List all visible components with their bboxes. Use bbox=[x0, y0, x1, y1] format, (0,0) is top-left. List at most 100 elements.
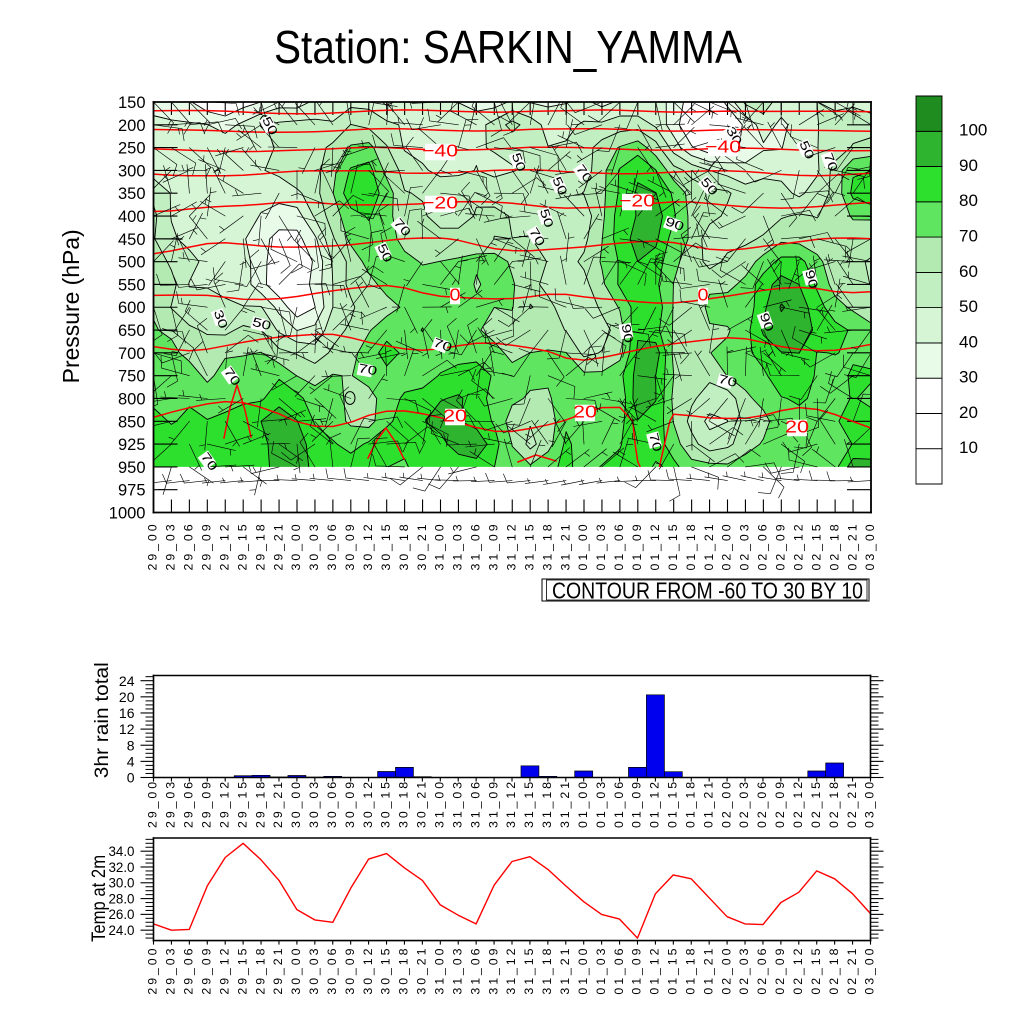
svg-text:31_18: 31_18 bbox=[540, 779, 554, 828]
svg-text:31_03: 31_03 bbox=[451, 522, 465, 571]
svg-text:01_00: 01_00 bbox=[576, 522, 590, 571]
svg-text:02_03: 02_03 bbox=[737, 779, 751, 828]
svg-text:90: 90 bbox=[959, 156, 978, 175]
svg-text:02_09: 02_09 bbox=[773, 779, 787, 828]
svg-text:400: 400 bbox=[118, 208, 146, 226]
svg-text:0: 0 bbox=[450, 285, 461, 305]
svg-text:650: 650 bbox=[118, 322, 146, 340]
svg-text:01_12: 01_12 bbox=[648, 779, 662, 828]
svg-text:30_12: 30_12 bbox=[361, 779, 375, 828]
svg-text:50: 50 bbox=[537, 207, 556, 229]
svg-text:30_06: 30_06 bbox=[325, 779, 339, 828]
svg-text:30_03: 30_03 bbox=[307, 522, 321, 571]
svg-text:925: 925 bbox=[118, 436, 146, 454]
svg-text:01_03: 01_03 bbox=[594, 779, 608, 828]
svg-text:10: 10 bbox=[959, 438, 978, 457]
svg-text:02_09: 02_09 bbox=[774, 522, 788, 571]
svg-text:4: 4 bbox=[127, 753, 135, 769]
svg-text:30.0: 30.0 bbox=[108, 876, 134, 891]
svg-text:31_12: 31_12 bbox=[504, 779, 518, 828]
svg-text:29_06: 29_06 bbox=[182, 779, 196, 828]
svg-text:29_15: 29_15 bbox=[235, 946, 249, 995]
svg-text:02_15: 02_15 bbox=[809, 522, 823, 571]
svg-text:02_00: 02_00 bbox=[719, 779, 733, 828]
svg-text:34.0: 34.0 bbox=[108, 844, 134, 859]
svg-text:01_03: 01_03 bbox=[594, 522, 608, 571]
svg-text:01_21: 01_21 bbox=[701, 779, 715, 828]
svg-text:600: 600 bbox=[118, 299, 146, 317]
svg-text:29_12: 29_12 bbox=[217, 522, 231, 571]
svg-text:02_18: 02_18 bbox=[827, 779, 841, 828]
svg-text:02_09: 02_09 bbox=[773, 946, 787, 995]
svg-text:02_06: 02_06 bbox=[755, 779, 769, 828]
svg-text:03_00: 03_00 bbox=[863, 946, 877, 995]
svg-text:31_06: 31_06 bbox=[468, 779, 482, 828]
svg-text:01_12: 01_12 bbox=[648, 522, 662, 571]
svg-text:29_18: 29_18 bbox=[253, 946, 267, 995]
svg-text:31_09: 31_09 bbox=[487, 522, 501, 571]
svg-text:30: 30 bbox=[211, 308, 231, 331]
svg-text:80: 80 bbox=[959, 191, 978, 210]
svg-text:31_00: 31_00 bbox=[433, 522, 447, 571]
svg-text:150: 150 bbox=[118, 94, 146, 112]
svg-text:02_03: 02_03 bbox=[737, 946, 751, 995]
svg-text:500: 500 bbox=[118, 254, 146, 272]
svg-text:200: 200 bbox=[118, 117, 146, 135]
svg-text:31_00: 31_00 bbox=[433, 779, 447, 828]
svg-text:31_15: 31_15 bbox=[522, 779, 536, 828]
svg-text:31_21: 31_21 bbox=[558, 946, 572, 995]
svg-text:30: 30 bbox=[959, 368, 978, 387]
svg-text:50: 50 bbox=[509, 151, 529, 174]
svg-text:29_06: 29_06 bbox=[182, 946, 196, 995]
svg-text:31_15: 31_15 bbox=[522, 522, 536, 571]
svg-text:01_15: 01_15 bbox=[666, 522, 680, 571]
svg-text:Temp at 2m: Temp at 2m bbox=[88, 855, 110, 942]
svg-text:30_00: 30_00 bbox=[289, 779, 303, 828]
svg-text:02_00: 02_00 bbox=[720, 522, 734, 571]
svg-text:31_18: 31_18 bbox=[540, 946, 554, 995]
svg-text:02_21: 02_21 bbox=[845, 522, 859, 571]
svg-text:30_09: 30_09 bbox=[343, 946, 357, 995]
svg-text:450: 450 bbox=[118, 231, 146, 249]
svg-text:0: 0 bbox=[698, 285, 709, 305]
svg-text:975: 975 bbox=[118, 482, 146, 500]
svg-text:20: 20 bbox=[959, 403, 978, 422]
svg-text:26.0: 26.0 bbox=[108, 907, 134, 922]
svg-text:30_15: 30_15 bbox=[379, 779, 393, 828]
svg-text:01_21: 01_21 bbox=[702, 522, 716, 571]
svg-text:30_12: 30_12 bbox=[361, 522, 375, 571]
svg-text:01_09: 01_09 bbox=[630, 522, 644, 571]
svg-text:29_18: 29_18 bbox=[253, 522, 267, 571]
svg-text:29_03: 29_03 bbox=[164, 779, 178, 828]
svg-text:29_00: 29_00 bbox=[146, 522, 160, 571]
svg-text:29_12: 29_12 bbox=[217, 946, 231, 995]
svg-text:01_12: 01_12 bbox=[648, 946, 662, 995]
svg-text:01_09: 01_09 bbox=[630, 779, 644, 828]
svg-text:20: 20 bbox=[119, 689, 135, 705]
svg-text:02_21: 02_21 bbox=[845, 946, 859, 995]
svg-text:24.0: 24.0 bbox=[108, 923, 134, 938]
svg-text:30_09: 30_09 bbox=[343, 779, 357, 828]
svg-text:01_09: 01_09 bbox=[630, 946, 644, 995]
svg-text:29_18: 29_18 bbox=[253, 779, 267, 828]
svg-text:01_15: 01_15 bbox=[666, 946, 680, 995]
svg-text:950: 950 bbox=[118, 459, 146, 477]
svg-text:01_06: 01_06 bbox=[612, 779, 626, 828]
svg-text:31_18: 31_18 bbox=[540, 522, 554, 571]
svg-text:8: 8 bbox=[127, 737, 135, 753]
svg-text:40: 40 bbox=[959, 332, 978, 351]
svg-text:01_00: 01_00 bbox=[576, 779, 590, 828]
svg-text:02_15: 02_15 bbox=[809, 779, 823, 828]
svg-text:02_00: 02_00 bbox=[719, 946, 733, 995]
svg-text:30_06: 30_06 bbox=[325, 522, 339, 571]
svg-text:70: 70 bbox=[431, 335, 454, 355]
svg-text:29_00: 29_00 bbox=[146, 779, 160, 828]
svg-text:50: 50 bbox=[959, 297, 978, 316]
svg-text:30_03: 30_03 bbox=[307, 946, 321, 995]
svg-text:01_06: 01_06 bbox=[612, 946, 626, 995]
svg-text:100: 100 bbox=[959, 121, 987, 140]
svg-text:31_03: 31_03 bbox=[450, 946, 464, 995]
svg-text:90: 90 bbox=[663, 214, 686, 234]
svg-text:30_15: 30_15 bbox=[379, 946, 393, 995]
svg-text:29_21: 29_21 bbox=[271, 779, 285, 828]
